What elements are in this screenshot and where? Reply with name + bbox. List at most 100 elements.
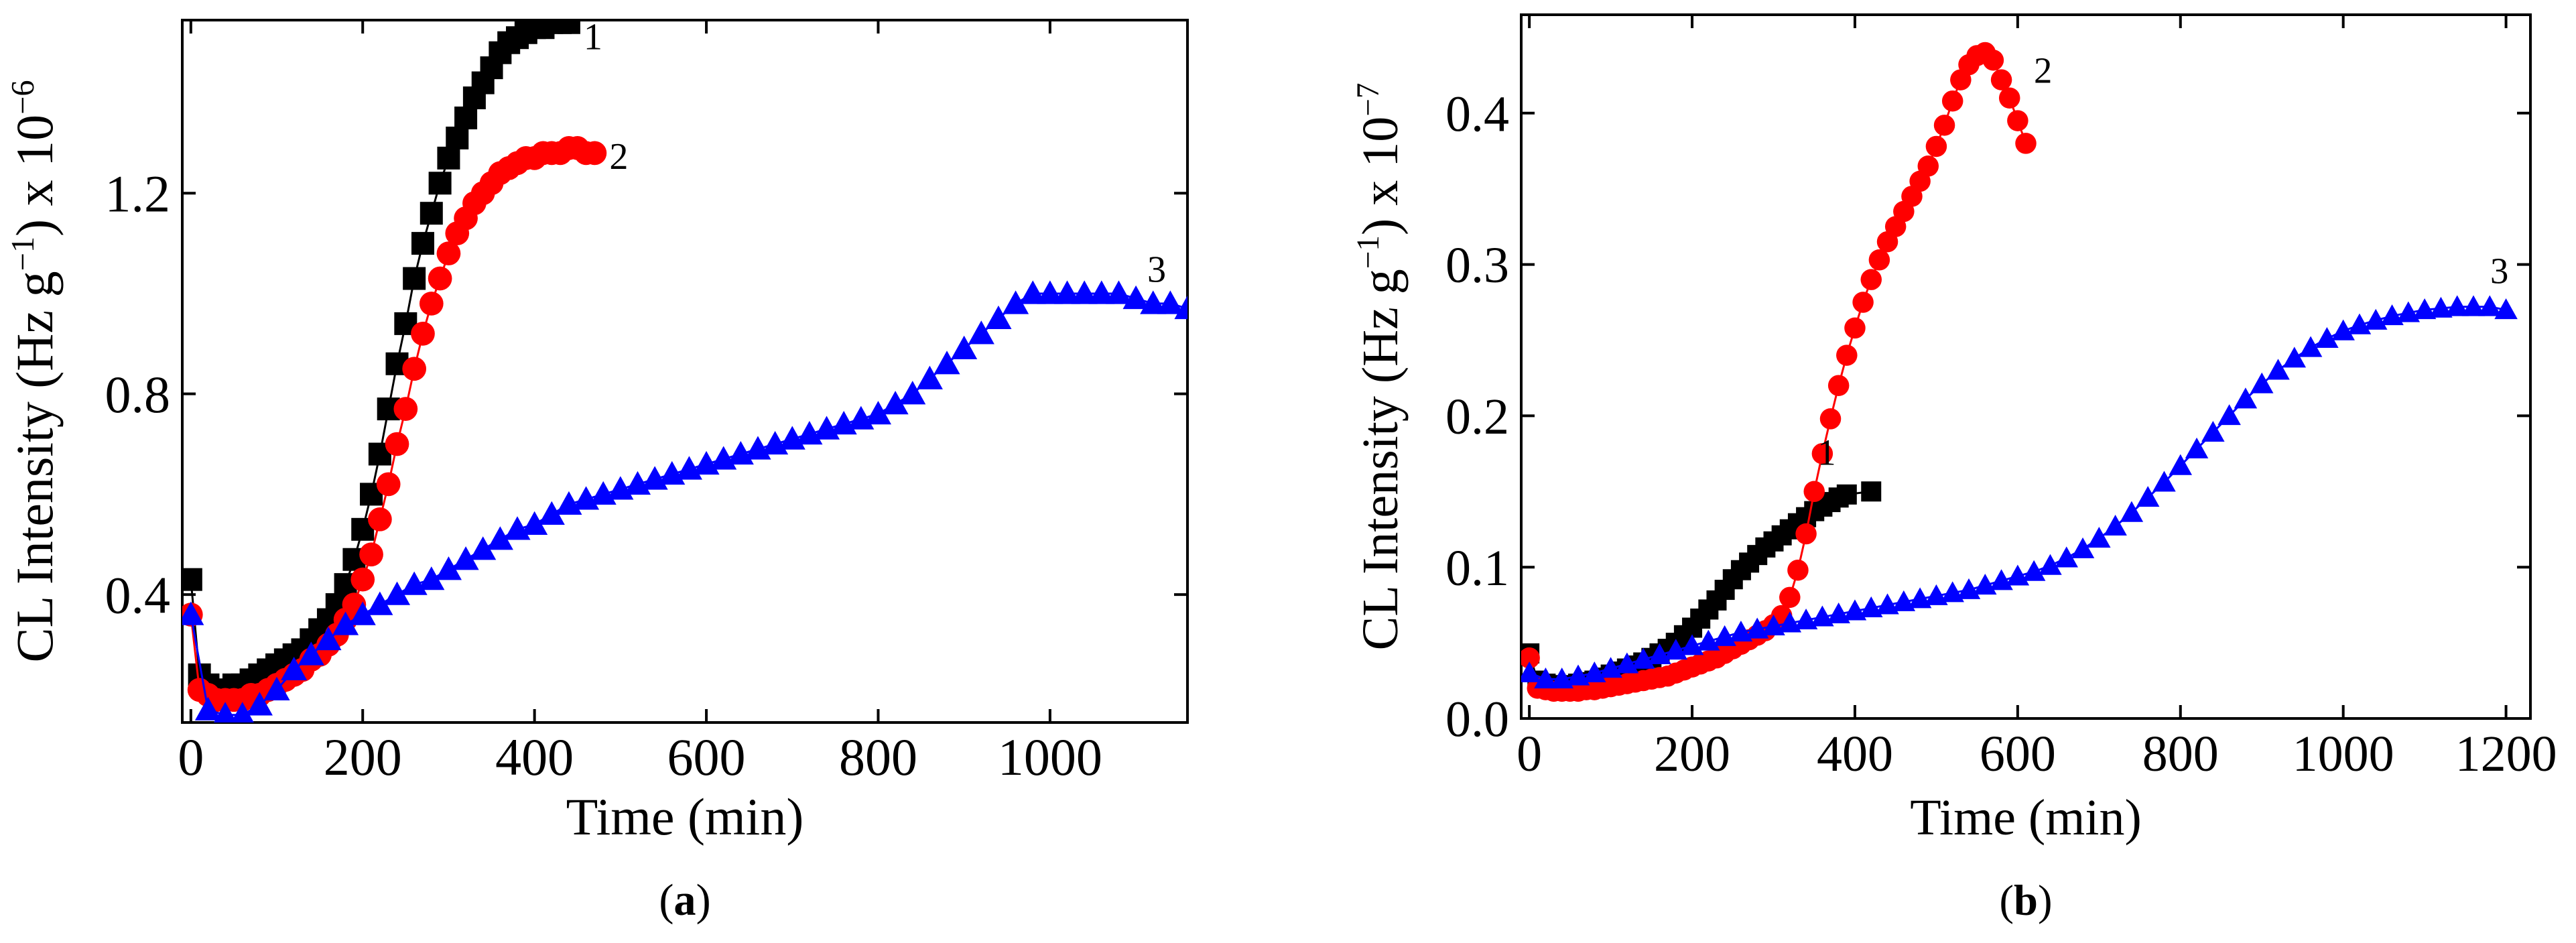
data-point — [1827, 375, 1850, 396]
data-point — [521, 511, 548, 535]
data-point — [985, 305, 1012, 330]
data-point — [2136, 486, 2160, 507]
series-label: 3 — [2490, 250, 2508, 291]
plot-area — [1521, 42, 2518, 702]
data-point — [1990, 69, 2012, 90]
data-point — [263, 676, 290, 700]
data-point — [1803, 481, 1825, 503]
series-2 — [1521, 42, 2037, 702]
x-tick-label: 0 — [1517, 726, 1542, 782]
data-point — [2152, 470, 2176, 492]
x-tick-label: 200 — [324, 728, 402, 786]
data-point — [1941, 90, 1963, 112]
data-point — [194, 696, 222, 720]
data-point — [1819, 408, 1842, 430]
data-point — [1925, 584, 1948, 605]
series-label: 3 — [1147, 249, 1166, 290]
data-point — [882, 391, 909, 415]
data-point — [2169, 454, 2193, 475]
data-point — [428, 172, 452, 195]
data-point — [2234, 387, 2258, 409]
data-point — [2217, 404, 2241, 426]
data-point — [1811, 443, 1833, 464]
data-point — [487, 526, 513, 550]
y-axis-label: CL Intensity (Hz g−1) x 10−7 — [1351, 83, 1409, 651]
data-point — [411, 322, 435, 346]
data-point — [1521, 647, 1540, 669]
data-point — [411, 232, 434, 255]
series-1 — [182, 20, 580, 702]
data-point — [2461, 295, 2486, 316]
x-tick-label: 400 — [495, 728, 574, 786]
data-point — [418, 566, 445, 590]
data-point — [1859, 596, 1883, 617]
data-point — [1534, 668, 1557, 689]
data-point — [1982, 49, 2004, 71]
data-point — [1860, 269, 1882, 290]
data-point — [1998, 87, 2020, 109]
data-point — [2429, 296, 2453, 318]
data-point — [1892, 590, 1916, 611]
data-point — [1729, 621, 1753, 642]
series-label: 2 — [609, 136, 628, 178]
data-point — [1762, 615, 1785, 636]
data-point — [2015, 133, 2037, 154]
data-point — [1836, 344, 1858, 366]
data-point — [315, 626, 342, 651]
data-point — [2120, 501, 2144, 522]
data-point — [1836, 484, 1857, 505]
y-axis-label: CL Intensity (Hz g−1) x 10−6 — [5, 80, 64, 662]
data-point — [393, 397, 418, 421]
data-point — [2282, 347, 2307, 368]
data-point — [2315, 326, 2339, 349]
data-point — [436, 241, 461, 265]
panel-a: 0 200 400 600 800 1000 0.4 0.8 1.2 1 2 3 Time (min) C… — [5, 17, 1189, 925]
data-point — [899, 381, 926, 405]
data-point — [1122, 285, 1149, 310]
data-point — [1037, 280, 1064, 304]
data-point — [1852, 292, 1874, 313]
data-point — [2039, 554, 2062, 575]
data-point — [1941, 581, 1964, 603]
data-point — [446, 126, 469, 149]
data-point — [359, 542, 383, 567]
x-tick-label: 1000 — [2293, 726, 2394, 782]
data-point — [2022, 560, 2046, 581]
y-tick-label: 1.2 — [105, 165, 171, 223]
data-point — [368, 507, 392, 531]
series-line — [190, 21, 569, 691]
data-point — [2331, 319, 2355, 340]
data-point — [2087, 527, 2111, 548]
data-point — [470, 536, 497, 560]
data-point — [1811, 605, 1834, 627]
data-point — [403, 267, 426, 290]
y-tick-label: 0.4 — [105, 566, 171, 624]
data-point — [538, 501, 565, 525]
data-point — [281, 656, 308, 681]
data-point — [2055, 546, 2078, 568]
data-point — [1019, 280, 1046, 304]
data-point — [2299, 336, 2323, 357]
data-point — [349, 601, 376, 625]
data-point — [1521, 662, 1541, 683]
data-point — [1925, 135, 1947, 158]
data-point — [2104, 514, 2127, 536]
data-point — [437, 146, 460, 170]
series-label: 2 — [2034, 50, 2052, 91]
x-tick-label: 1200 — [2455, 726, 2557, 782]
data-point — [182, 601, 204, 625]
panel-label: (b) — [2000, 876, 2053, 924]
data-point — [1868, 249, 1890, 271]
data-point — [1140, 290, 1167, 314]
x-axis-label: Time (min) — [566, 788, 804, 846]
y-tick-label: 0.1 — [1445, 540, 1509, 596]
data-point — [350, 567, 375, 592]
data-point — [367, 591, 393, 615]
data-point — [951, 335, 978, 359]
series-3 — [182, 280, 1187, 722]
data-point — [1908, 587, 1932, 609]
x-tick-label: 0 — [178, 728, 204, 786]
data-point — [2266, 359, 2290, 380]
data-point — [1778, 611, 1802, 633]
